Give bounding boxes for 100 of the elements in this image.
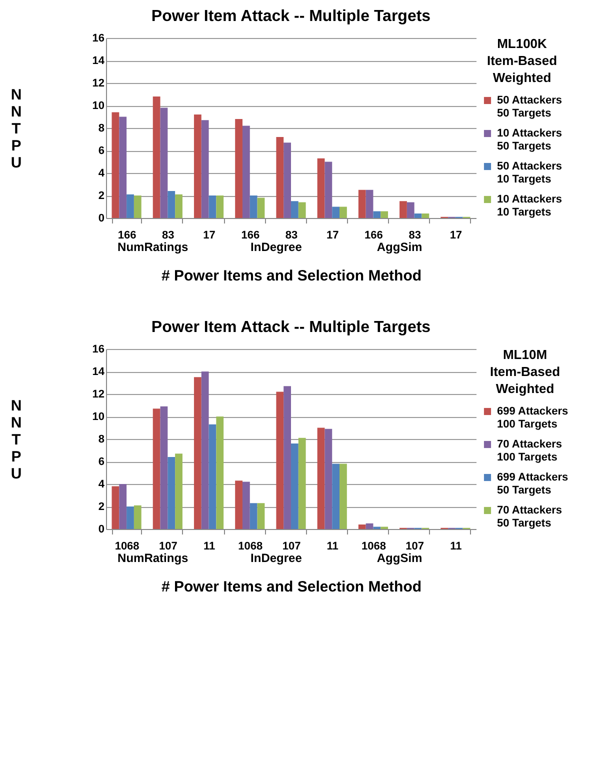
text: NumRatings — [118, 551, 189, 565]
bar — [152, 408, 160, 529]
bar — [194, 377, 202, 529]
x-axis-title: # Power Items and Selection Method — [161, 578, 422, 596]
y-tick-label: 16 — [92, 344, 104, 356]
text: InDegree — [250, 240, 302, 254]
x-tick-label: 107 — [282, 540, 301, 552]
y-tick-label: 16 — [92, 32, 104, 44]
y-axis-title: NNTPU — [10, 398, 22, 482]
bar — [358, 190, 366, 218]
bar — [298, 202, 306, 218]
bar — [332, 206, 340, 218]
bar — [235, 480, 242, 529]
bar — [406, 202, 414, 218]
x-tick-label: 166 — [241, 230, 260, 242]
bar — [126, 506, 134, 529]
bar — [291, 201, 298, 218]
legend-label: 699 Attackers 100 Targets — [497, 406, 568, 430]
bar — [216, 196, 224, 218]
bar — [298, 438, 306, 529]
y-axis-title: NNTPU — [10, 86, 22, 172]
x-tick-label: 11 — [326, 540, 338, 552]
x-tick-label: 11 — [203, 540, 216, 552]
x-tick-label: 1068 — [361, 540, 386, 552]
y-tick-label: 0 — [98, 212, 104, 224]
bar — [250, 503, 258, 529]
y-tick-label: 2 — [98, 190, 104, 202]
bar — [422, 214, 430, 218]
bar — [291, 444, 298, 529]
chart-title: Power Item Attack -- Multiple Targets — [151, 8, 431, 25]
bar — [340, 206, 347, 218]
text: AggSim — [376, 240, 422, 254]
x-tick-label: 83 — [285, 230, 298, 242]
bar — [112, 486, 120, 529]
bar — [242, 482, 250, 529]
legend-label: 10 Attackers 10 Targets — [497, 194, 562, 218]
x-tick-label: 166 — [118, 230, 136, 242]
bar — [208, 196, 216, 218]
bar — [276, 137, 284, 218]
bar — [276, 392, 284, 529]
bar — [126, 194, 134, 218]
x-tick-label: 1068 — [238, 540, 263, 552]
legend-label: 10 Attackers 50 Targets — [497, 128, 562, 152]
bar — [358, 524, 366, 529]
bar — [201, 120, 209, 218]
text: InDegree — [250, 551, 302, 565]
legend-title: ML100K Item-Based Weighted — [486, 36, 558, 85]
bar — [175, 454, 182, 529]
y-tick-label: 8 — [98, 434, 104, 446]
bar — [366, 190, 374, 218]
x-tick-label: 166 — [364, 230, 383, 242]
bar — [168, 191, 176, 218]
bar — [317, 158, 325, 218]
chart-title: Power Item Attack -- Multiple Targets — [151, 319, 431, 336]
bar — [160, 406, 168, 529]
x-tick-label: 17 — [450, 230, 462, 242]
text: AggSim — [376, 551, 422, 565]
bar — [168, 457, 176, 529]
text: NumRatings — [118, 240, 189, 254]
legend-label: 70 Attackers 100 Targets — [497, 438, 562, 464]
x-tick-label: 1068 — [114, 540, 140, 552]
x-tick-label: 83 — [408, 230, 421, 242]
bar — [175, 194, 182, 218]
bar — [284, 386, 291, 529]
y-tick-label: 14 — [92, 366, 106, 378]
y-tick-label: 14 — [92, 55, 106, 67]
bar — [242, 126, 250, 218]
y-tick-label: 4 — [98, 168, 106, 180]
bar — [400, 201, 407, 218]
bar — [324, 162, 332, 218]
bar — [235, 119, 242, 218]
bar — [160, 108, 168, 218]
y-tick-label: 0 — [98, 524, 104, 536]
x-axis-title: # Power Items and Selection Method — [161, 268, 422, 284]
bar — [216, 416, 224, 529]
legend-label: 50 Attackers 50 Targets — [497, 94, 562, 120]
legend-title: ML10M Item-Based Weighted — [490, 347, 560, 396]
bar — [134, 196, 142, 218]
bar — [380, 211, 388, 218]
y-tick-label: 6 — [98, 145, 104, 157]
x-tick-label: 107 — [406, 540, 424, 552]
bar — [208, 424, 216, 529]
legend-label: 50 Attackers 10 Targets — [497, 160, 562, 186]
bar — [324, 428, 332, 529]
y-tick-label: 6 — [98, 456, 104, 468]
bar — [112, 112, 120, 218]
x-tick-label: 17 — [203, 230, 216, 242]
y-tick-label: 12 — [92, 388, 104, 400]
bar — [257, 503, 265, 529]
bar — [201, 372, 209, 529]
x-tick-label: 107 — [158, 540, 178, 552]
y-tick-label: 8 — [98, 122, 104, 134]
bar — [257, 198, 265, 218]
legend-label: 699 Attackers 50 Targets — [497, 472, 568, 496]
y-tick-label: 2 — [98, 501, 104, 513]
bar — [284, 142, 291, 218]
bar — [194, 114, 202, 218]
bar — [134, 505, 142, 529]
bar — [414, 214, 422, 218]
y-tick-label: 12 — [92, 78, 104, 90]
